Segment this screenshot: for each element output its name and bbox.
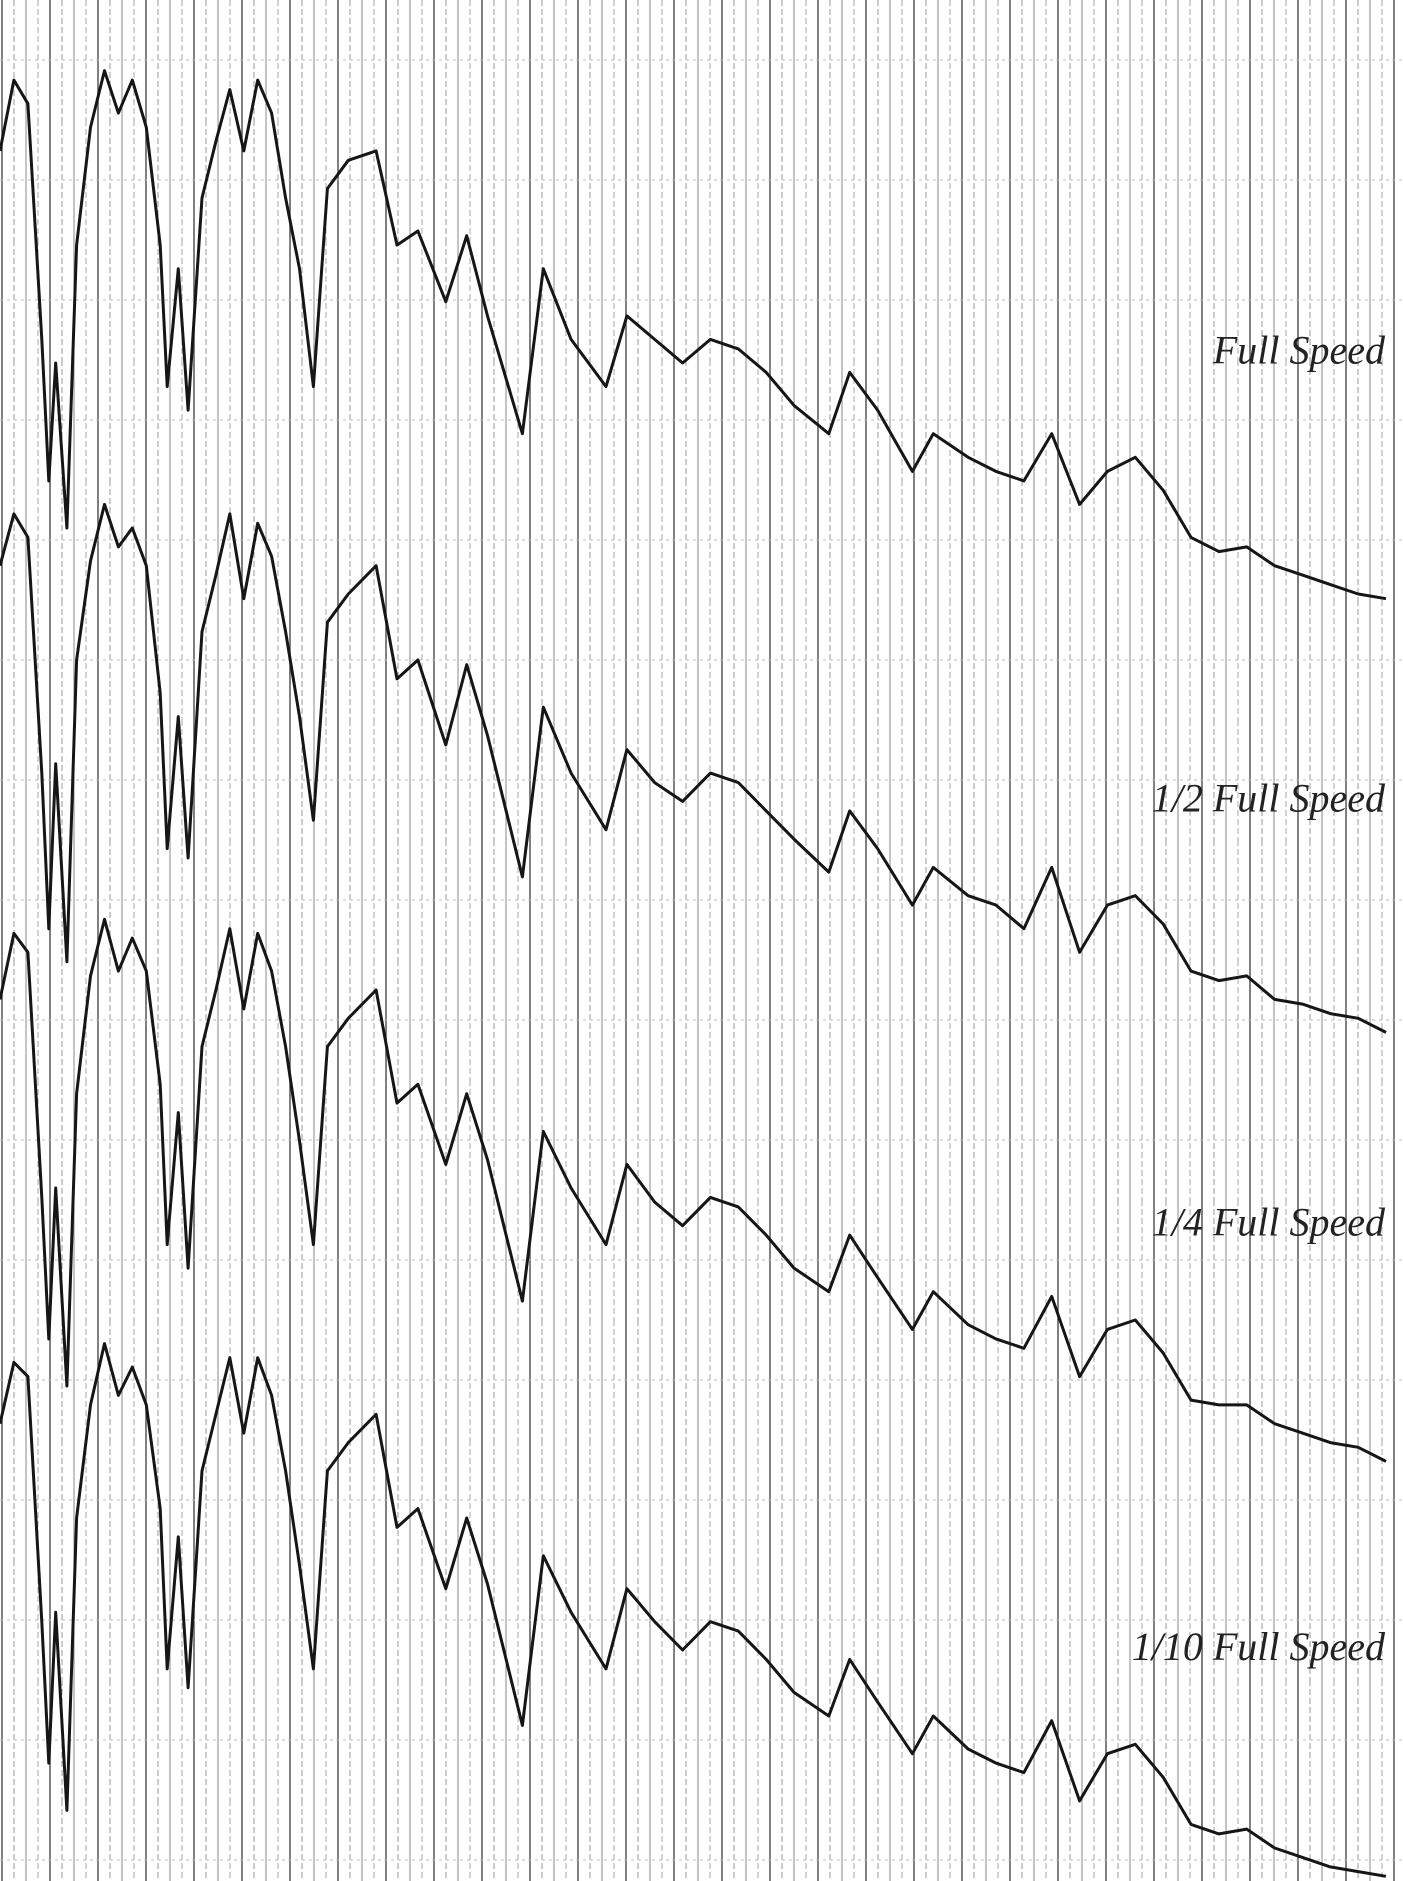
trace-line [0,502,1387,1034]
trace-line [0,69,1387,601]
trace-label: 1/4 Full Speed [1152,1200,1386,1245]
trace-line [0,1342,1387,1878]
trace-label: 1/10 Full Speed [1132,1624,1386,1669]
trace-label: Full Speed [1212,328,1386,373]
trace-line [0,917,1387,1463]
trace-label: 1/2 Full Speed [1152,775,1386,820]
